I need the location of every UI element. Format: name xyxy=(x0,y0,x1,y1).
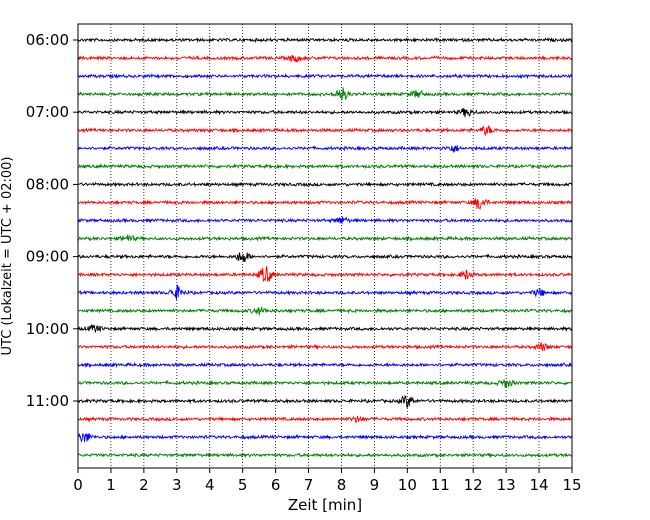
trace-0815 xyxy=(77,198,573,210)
seismic-traces xyxy=(77,36,573,459)
x-tick-label-14: 14 xyxy=(530,476,549,494)
x-tick-label-2: 2 xyxy=(139,476,149,494)
x-tick-label-13: 13 xyxy=(497,476,516,494)
trace-0645 xyxy=(77,87,573,101)
trace-1130 xyxy=(77,432,573,443)
trace-0930 xyxy=(77,284,573,301)
trace-0800 xyxy=(77,181,573,188)
y-tick-label-1000: 10:00 xyxy=(26,320,69,338)
trace-0745 xyxy=(77,163,573,170)
x-tick-label-3: 3 xyxy=(172,476,182,494)
plot-frame xyxy=(77,23,573,469)
trace-0900 xyxy=(77,252,573,263)
x-axis-ticks: 0 1 2 3 4 5 6 7 8 9 10 11 12 13 14 15 xyxy=(73,468,582,494)
x-tick-label-6: 6 xyxy=(271,476,281,494)
x-tick-label-0: 0 xyxy=(73,476,83,494)
trace-1100 xyxy=(77,395,573,408)
x-tick-label-11: 11 xyxy=(431,476,450,494)
y-tick-label-0700: 07:00 xyxy=(26,103,69,121)
y-axis-ticks: 06:00 07:00 08:00 09:00 10:00 11:00 xyxy=(26,31,78,410)
x-tick-label-10: 10 xyxy=(398,476,417,494)
x-tick-label-9: 9 xyxy=(370,476,380,494)
trace-0730 xyxy=(77,145,573,153)
x-tick-label-5: 5 xyxy=(238,476,248,494)
trace-1015 xyxy=(77,341,573,353)
trace-1115 xyxy=(77,415,573,423)
y-tick-label-0800: 08:00 xyxy=(26,175,69,193)
x-tick-label-7: 7 xyxy=(304,476,314,494)
trace-0945 xyxy=(77,306,573,316)
x-tick-label-8: 8 xyxy=(337,476,347,494)
trace-0700 xyxy=(77,107,573,118)
trace-0830 xyxy=(77,216,573,225)
trace-0845 xyxy=(77,234,573,242)
y-tick-label-0900: 09:00 xyxy=(26,248,69,266)
y-axis-label: UTC (Lokalzeit = UTC + 02:00) xyxy=(0,157,15,356)
trace-1030 xyxy=(77,361,573,369)
x-tick-label-15: 15 xyxy=(562,476,581,494)
y-tick-label-0600: 06:00 xyxy=(26,31,69,49)
trace-0630 xyxy=(77,72,573,80)
x-tick-label-1: 1 xyxy=(106,476,116,494)
trace-0915 xyxy=(77,266,573,282)
x-axis-label: Zeit [min] xyxy=(288,496,362,514)
trace-0600 xyxy=(77,36,573,44)
trace-1000 xyxy=(77,324,573,333)
trace-0715 xyxy=(77,125,573,137)
x-tick-label-4: 4 xyxy=(205,476,215,494)
trace-0615 xyxy=(77,54,573,64)
y-tick-label-1100: 11:00 xyxy=(26,392,69,410)
trace-1145 xyxy=(77,452,573,459)
x-tick-label-12: 12 xyxy=(464,476,483,494)
trace-1045 xyxy=(77,379,572,388)
